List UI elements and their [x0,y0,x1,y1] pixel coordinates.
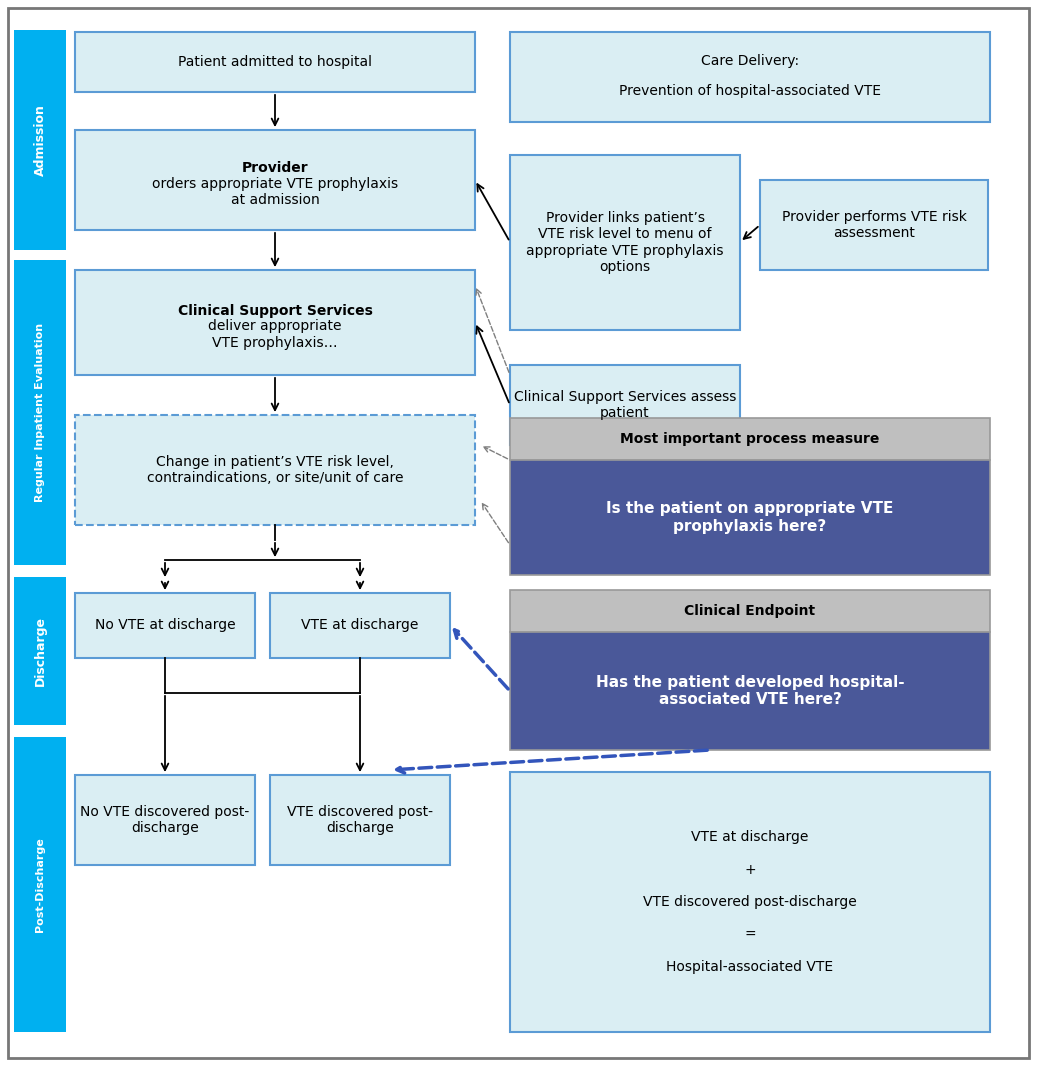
Text: Admission: Admission [33,104,47,176]
Text: Is the patient on appropriate VTE
prophylaxis here?: Is the patient on appropriate VTE prophy… [607,501,894,534]
FancyBboxPatch shape [510,632,990,750]
Text: Clinical Support Services assess
patient: Clinical Support Services assess patient [513,390,736,420]
FancyBboxPatch shape [510,418,990,461]
Text: Provider performs VTE risk
assessment: Provider performs VTE risk assessment [782,210,966,240]
FancyBboxPatch shape [75,32,475,92]
Text: Change in patient’s VTE risk level,
contraindications, or site/unit of care: Change in patient’s VTE risk level, cont… [147,455,403,485]
Text: Provider links patient’s
VTE risk level to menu of
appropriate VTE prophylaxis
o: Provider links patient’s VTE risk level … [526,211,724,274]
FancyBboxPatch shape [15,30,66,251]
Text: deliver appropriate
VTE prophylaxis…: deliver appropriate VTE prophylaxis… [208,320,342,350]
Text: Provider: Provider [242,161,308,175]
FancyBboxPatch shape [8,9,1029,1057]
Text: No VTE discovered post-
discharge: No VTE discovered post- discharge [81,805,250,835]
FancyBboxPatch shape [75,130,475,230]
FancyBboxPatch shape [510,772,990,1032]
Text: Post-Discharge: Post-Discharge [35,837,45,932]
Text: Care Delivery:: Care Delivery: [701,54,800,68]
FancyBboxPatch shape [510,365,740,445]
FancyBboxPatch shape [75,593,255,658]
FancyBboxPatch shape [510,32,990,122]
FancyBboxPatch shape [270,593,450,658]
FancyBboxPatch shape [15,577,66,725]
FancyBboxPatch shape [15,260,66,565]
Text: Prevention of hospital-associated VTE: Prevention of hospital-associated VTE [619,84,881,98]
Text: VTE at discharge

+

VTE discovered post-discharge

=

Hospital-associated VTE: VTE at discharge + VTE discovered post-d… [643,830,857,974]
Text: Most important process measure: Most important process measure [620,432,879,446]
FancyBboxPatch shape [75,415,475,524]
Text: VTE discovered post-
discharge: VTE discovered post- discharge [287,805,433,835]
Text: Discharge: Discharge [33,616,47,687]
FancyBboxPatch shape [510,461,990,575]
FancyBboxPatch shape [510,589,990,632]
FancyBboxPatch shape [510,155,740,330]
Text: Clinical Endpoint: Clinical Endpoint [684,604,815,618]
FancyBboxPatch shape [15,737,66,1032]
FancyBboxPatch shape [270,775,450,865]
Text: orders appropriate VTE prophylaxis
at admission: orders appropriate VTE prophylaxis at ad… [152,177,398,207]
Text: Patient admitted to hospital: Patient admitted to hospital [178,55,372,69]
Text: Regular Inpatient Evaluation: Regular Inpatient Evaluation [35,323,45,502]
FancyBboxPatch shape [75,775,255,865]
Text: Has the patient developed hospital-
associated VTE here?: Has the patient developed hospital- asso… [595,675,904,707]
Text: Clinical Support Services: Clinical Support Services [177,304,372,318]
Text: No VTE at discharge: No VTE at discharge [94,618,235,632]
FancyBboxPatch shape [760,180,988,270]
Text: VTE at discharge: VTE at discharge [302,618,419,632]
FancyBboxPatch shape [75,270,475,375]
